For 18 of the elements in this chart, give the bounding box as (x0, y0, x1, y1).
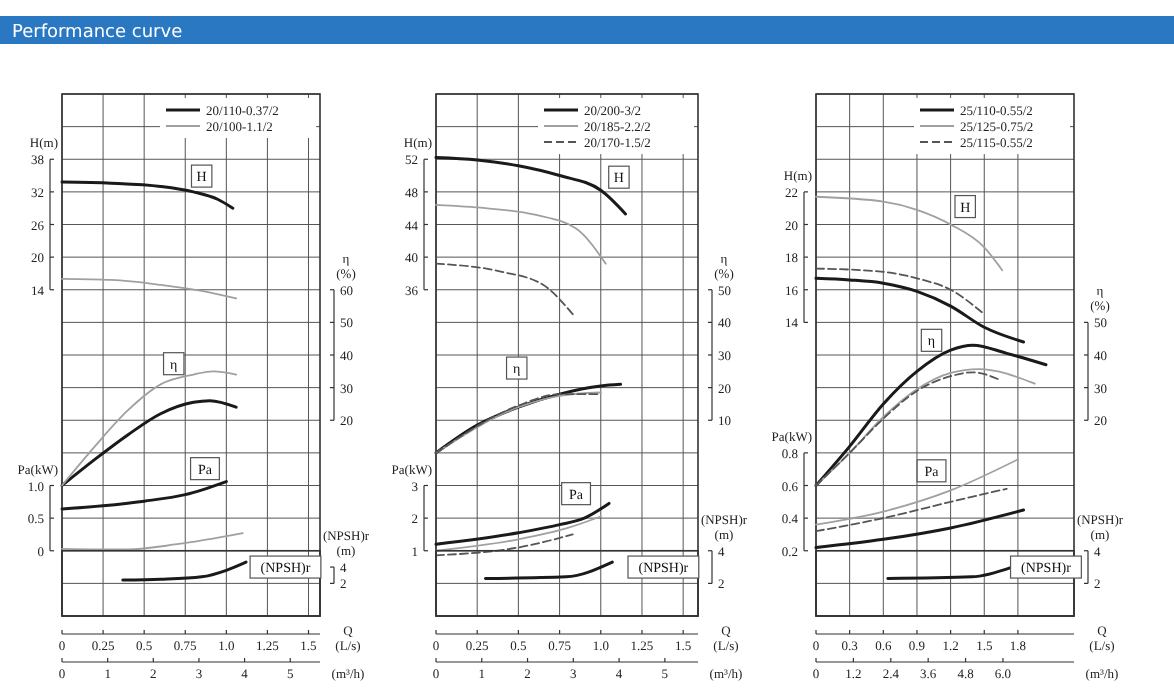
line-series (815, 368, 1036, 487)
line-series (435, 204, 607, 265)
line-series (121, 560, 248, 582)
line-series (815, 195, 1004, 272)
line-series (60, 480, 228, 511)
line-series (61, 370, 238, 487)
line-series (60, 180, 235, 210)
line-series (434, 156, 627, 216)
line-series (434, 382, 623, 455)
line-series (815, 458, 1019, 526)
line-series (814, 276, 1026, 344)
line-series (435, 515, 602, 552)
line-series (814, 508, 1026, 549)
line-series (61, 277, 238, 300)
chart-title: Performance curve (12, 23, 184, 43)
line-series (60, 399, 238, 487)
line-series (61, 532, 244, 551)
line-series (434, 501, 611, 546)
